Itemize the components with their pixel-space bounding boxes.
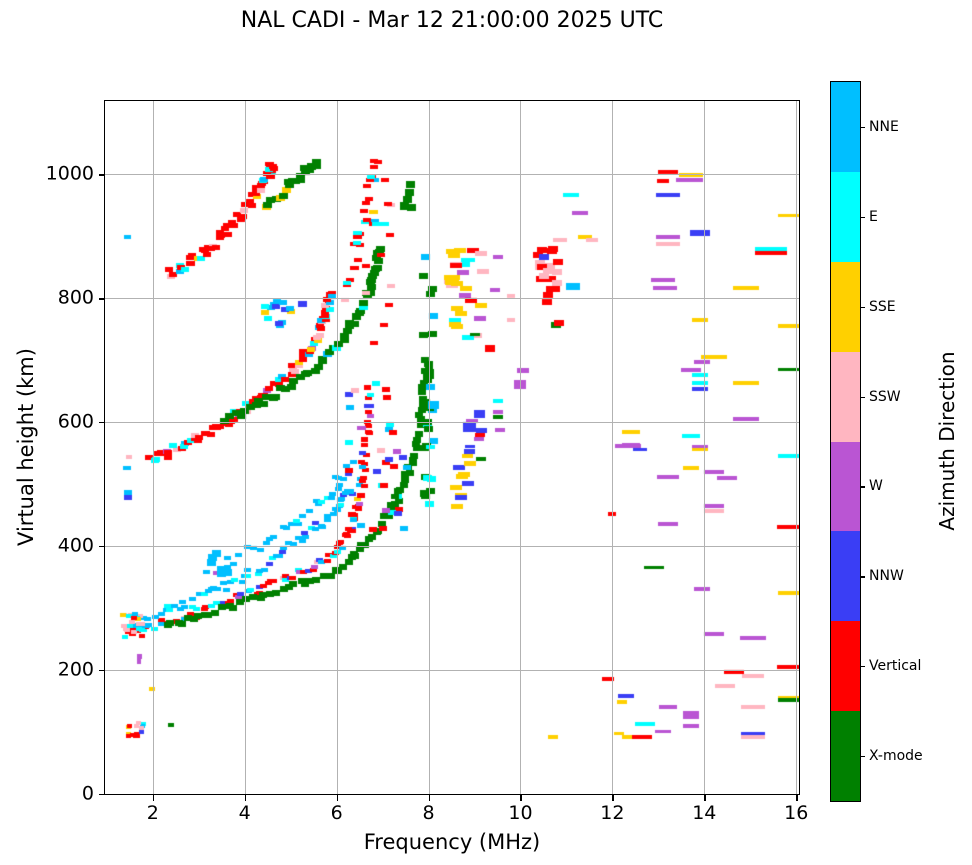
grid-line-x — [704, 101, 706, 794]
colorbar-tick-label: Vertical — [869, 658, 922, 675]
grid-line-y — [105, 422, 799, 424]
grid-line-x — [612, 101, 614, 794]
colorbar-tick-label: X-mode — [869, 748, 923, 765]
grid-line-x — [336, 101, 338, 794]
colorbar — [830, 81, 861, 802]
plot-area — [104, 100, 800, 795]
x-tick — [520, 795, 522, 801]
y-tick-label: 600 — [57, 410, 94, 433]
grid-line-x — [520, 101, 522, 794]
x-axis-label: Frequency (MHz) — [363, 830, 541, 854]
y-tick — [99, 670, 105, 672]
x-tick-label: 4 — [238, 802, 251, 824]
y-tick-label: 1000 — [45, 162, 94, 185]
colorbar-tick-label: W — [869, 478, 883, 495]
colorbar-segment-sse — [831, 261, 860, 352]
x-tick-label: 8 — [422, 802, 435, 824]
x-tick-label: 6 — [330, 802, 343, 824]
colorbar-segment-e — [831, 171, 860, 262]
colorbar-tick — [861, 216, 865, 218]
colorbar-tick — [861, 576, 865, 578]
x-tick — [336, 795, 339, 801]
y-tick — [99, 422, 105, 424]
grid-line-x — [796, 101, 798, 794]
y-tick-label: 200 — [57, 658, 94, 681]
x-tick-label: 12 — [600, 802, 625, 824]
x-tick-label: 10 — [508, 802, 533, 824]
colorbar-segment-nne — [831, 82, 860, 172]
colorbar-tick — [861, 306, 865, 308]
grid-line-y — [105, 298, 799, 300]
colorbar-segment-w — [831, 441, 860, 532]
colorbar-segment-ssw — [831, 351, 860, 442]
y-tick — [99, 174, 105, 176]
colorbar-tick — [861, 666, 865, 668]
x-tick — [704, 795, 706, 801]
y-tick-label: 800 — [57, 286, 94, 309]
colorbar-tick-label: NNE — [869, 118, 899, 135]
colorbar-tick — [861, 396, 865, 398]
x-tick — [612, 795, 614, 801]
x-tick — [796, 795, 798, 801]
y-tick-label: 400 — [57, 534, 94, 557]
scatter-canvas — [105, 101, 799, 794]
colorbar-label: Azimuth Direction — [935, 351, 959, 531]
colorbar-tick — [861, 756, 865, 758]
colorbar-tick — [861, 126, 865, 129]
x-tick-label: 16 — [784, 802, 809, 824]
colorbar-segment-nnw — [831, 531, 860, 622]
colorbar-segment-x-mode — [831, 711, 860, 801]
grid-line-y — [105, 546, 799, 548]
grid-line-y — [105, 174, 799, 176]
y-tick — [99, 794, 105, 796]
y-axis-label: Virtual height (km) — [14, 348, 38, 546]
colorbar-tick-label: E — [869, 208, 878, 225]
grid-line-y — [105, 670, 799, 672]
chart-title: NAL CADI - Mar 12 21:00:00 2025 UTC — [240, 8, 664, 33]
colorbar-tick-label: SSW — [869, 388, 901, 405]
y-tick-label: 0 — [81, 782, 94, 805]
x-tick-label: 14 — [692, 802, 717, 824]
grid-line-x — [244, 101, 246, 794]
y-tick — [99, 298, 105, 300]
x-tick — [244, 795, 247, 801]
x-tick — [152, 795, 155, 801]
colorbar-segment-vertical — [831, 621, 860, 712]
colorbar-tick-label: SSE — [869, 298, 896, 315]
y-tick — [99, 546, 105, 548]
colorbar-tick — [861, 486, 865, 488]
x-tick-label: 2 — [146, 802, 159, 824]
x-tick — [428, 795, 430, 801]
grid-line-x — [152, 101, 154, 794]
grid-line-x — [428, 101, 430, 794]
colorbar-tick-label: NNW — [869, 568, 904, 585]
